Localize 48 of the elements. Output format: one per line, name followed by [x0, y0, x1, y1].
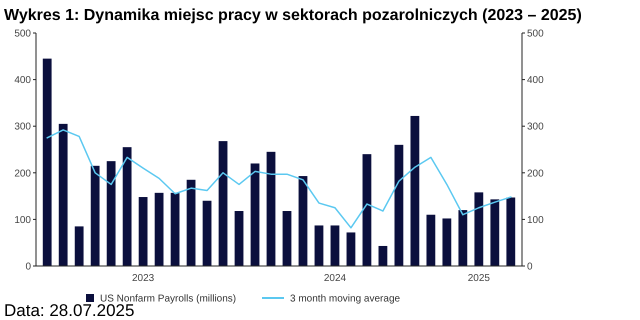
y-tick-label: 100 [14, 214, 32, 226]
bar [394, 144, 404, 266]
bar [218, 141, 228, 266]
y-tick-label: 500 [14, 28, 32, 40]
line-series [46, 129, 512, 229]
bar [506, 198, 516, 266]
bar [442, 218, 452, 266]
bar [410, 116, 420, 266]
bar [186, 180, 196, 266]
bar [106, 161, 116, 266]
y-tick-label: 400 [14, 75, 32, 86]
y2-tick-label: 0 [527, 262, 533, 272]
bar [154, 192, 164, 266]
bar [122, 147, 132, 266]
x-tick-label: 2025 [468, 273, 490, 284]
bar [298, 176, 308, 266]
bar [250, 163, 260, 266]
bar [314, 225, 324, 266]
bar [330, 225, 340, 266]
bar [90, 166, 100, 266]
bar [474, 192, 484, 266]
bar [58, 124, 68, 266]
chart-title: Wykres 1: Dynamika miejsc pracy w sektorach pozarolniczych (2023 – 2025) [4, 7, 582, 24]
bar [202, 200, 212, 266]
y2-tick-label: 500 [527, 28, 544, 40]
bar [266, 152, 276, 266]
y-tick-label: 200 [14, 168, 32, 180]
bar [346, 232, 356, 266]
bar [458, 210, 468, 266]
bar [378, 246, 388, 266]
legend-label: 3 month moving average [290, 294, 400, 304]
y2-tick-label: 200 [527, 168, 544, 180]
y-tick-label: 300 [14, 122, 32, 133]
bar [170, 192, 180, 266]
y2-tick-label: 400 [527, 75, 544, 86]
bar [234, 211, 244, 266]
y-tick-label: 0 [25, 262, 32, 272]
y2-tick-label: 300 [527, 122, 544, 133]
bar [42, 58, 52, 266]
bar [362, 154, 372, 266]
bar [138, 197, 148, 266]
bar [74, 226, 84, 266]
bar [426, 214, 436, 266]
y2-tick-label: 100 [527, 214, 544, 226]
x-tick-label: 2024 [324, 273, 347, 284]
x-tick-label: 2023 [132, 273, 155, 284]
bar [282, 211, 292, 266]
bar [490, 199, 500, 266]
